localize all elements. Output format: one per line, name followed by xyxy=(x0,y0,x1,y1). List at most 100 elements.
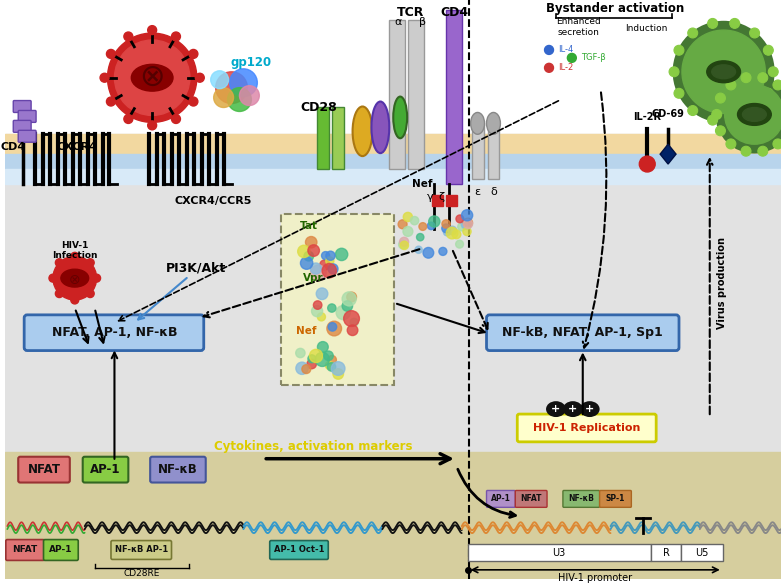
Text: U5: U5 xyxy=(695,548,708,558)
FancyBboxPatch shape xyxy=(486,490,515,507)
Text: R: R xyxy=(662,548,669,558)
Circle shape xyxy=(419,223,427,230)
Circle shape xyxy=(464,219,472,229)
Circle shape xyxy=(398,220,407,229)
Text: IL-2: IL-2 xyxy=(558,64,573,72)
Text: NF-κB AP-1: NF-κB AP-1 xyxy=(115,546,168,554)
Circle shape xyxy=(708,115,718,125)
Bar xyxy=(651,544,681,561)
Text: Bystander activation: Bystander activation xyxy=(547,2,684,15)
FancyBboxPatch shape xyxy=(600,490,631,507)
Circle shape xyxy=(758,146,768,156)
Circle shape xyxy=(725,85,782,144)
Text: PI3K/Akt: PI3K/Akt xyxy=(166,262,226,275)
Text: AP-1: AP-1 xyxy=(90,463,120,476)
Ellipse shape xyxy=(486,113,500,134)
Circle shape xyxy=(56,290,63,297)
Circle shape xyxy=(124,114,133,124)
Circle shape xyxy=(335,248,348,261)
Circle shape xyxy=(463,227,471,236)
Text: +: + xyxy=(569,404,577,414)
Circle shape xyxy=(86,290,94,297)
Circle shape xyxy=(423,247,434,258)
FancyBboxPatch shape xyxy=(13,121,31,132)
Circle shape xyxy=(332,361,345,375)
Circle shape xyxy=(716,126,726,136)
Circle shape xyxy=(347,325,358,336)
Circle shape xyxy=(228,87,251,111)
Circle shape xyxy=(148,121,156,130)
Circle shape xyxy=(328,363,335,371)
Circle shape xyxy=(324,351,333,360)
Circle shape xyxy=(568,54,576,62)
FancyBboxPatch shape xyxy=(486,315,679,350)
Bar xyxy=(681,544,723,561)
Circle shape xyxy=(317,313,325,321)
Circle shape xyxy=(773,139,782,149)
Circle shape xyxy=(189,50,198,58)
Circle shape xyxy=(53,257,97,300)
Circle shape xyxy=(674,22,773,121)
Circle shape xyxy=(296,348,305,358)
FancyBboxPatch shape xyxy=(18,110,36,122)
Text: Induction: Induction xyxy=(625,24,668,33)
FancyBboxPatch shape xyxy=(13,100,31,113)
Circle shape xyxy=(310,265,326,281)
Circle shape xyxy=(342,301,353,311)
Circle shape xyxy=(400,241,408,250)
Text: ⊗: ⊗ xyxy=(139,63,165,92)
Circle shape xyxy=(461,219,472,229)
Text: Virus production: Virus production xyxy=(716,237,726,329)
Circle shape xyxy=(328,322,337,331)
Circle shape xyxy=(403,226,413,236)
Text: NFAT: NFAT xyxy=(13,546,38,554)
Circle shape xyxy=(342,292,357,306)
Circle shape xyxy=(346,292,357,302)
Circle shape xyxy=(712,110,722,120)
FancyBboxPatch shape xyxy=(270,540,328,560)
Circle shape xyxy=(411,216,418,225)
Ellipse shape xyxy=(353,107,372,156)
Text: δ: δ xyxy=(490,187,497,197)
Circle shape xyxy=(189,97,198,106)
Text: NFAT: NFAT xyxy=(520,494,542,503)
Circle shape xyxy=(417,234,424,241)
Circle shape xyxy=(456,240,464,248)
Text: AP-1: AP-1 xyxy=(491,494,511,503)
Circle shape xyxy=(708,19,718,29)
Ellipse shape xyxy=(371,101,389,153)
Circle shape xyxy=(763,45,773,55)
Circle shape xyxy=(107,33,197,122)
Circle shape xyxy=(461,210,472,221)
Circle shape xyxy=(415,246,422,254)
Circle shape xyxy=(456,215,464,223)
Bar xyxy=(332,107,343,169)
Text: Enhanced
secretion: Enhanced secretion xyxy=(557,17,601,37)
Circle shape xyxy=(674,45,684,55)
Circle shape xyxy=(317,342,328,352)
Circle shape xyxy=(316,288,328,300)
Bar xyxy=(432,195,443,206)
Text: HIV-1 Replication: HIV-1 Replication xyxy=(533,423,640,433)
Text: CXCR4: CXCR4 xyxy=(56,142,97,152)
Circle shape xyxy=(730,19,740,29)
Circle shape xyxy=(741,146,751,156)
Circle shape xyxy=(328,264,338,274)
Circle shape xyxy=(350,318,358,326)
Circle shape xyxy=(300,257,313,269)
Text: +: + xyxy=(551,404,561,414)
Text: NF-kB, NFAT, AP-1, Sp1: NF-kB, NFAT, AP-1, Sp1 xyxy=(502,326,663,339)
Text: AP-1: AP-1 xyxy=(49,546,73,554)
Bar xyxy=(5,452,781,579)
Circle shape xyxy=(315,352,329,367)
Ellipse shape xyxy=(546,401,566,417)
FancyBboxPatch shape xyxy=(111,540,171,560)
Circle shape xyxy=(171,114,181,124)
Bar xyxy=(408,20,424,169)
Bar xyxy=(282,213,394,385)
Circle shape xyxy=(452,230,461,238)
Text: AP-1 Oct-1: AP-1 Oct-1 xyxy=(274,546,325,554)
Ellipse shape xyxy=(742,107,766,121)
Circle shape xyxy=(716,77,782,152)
Text: gp120: gp120 xyxy=(231,57,272,69)
